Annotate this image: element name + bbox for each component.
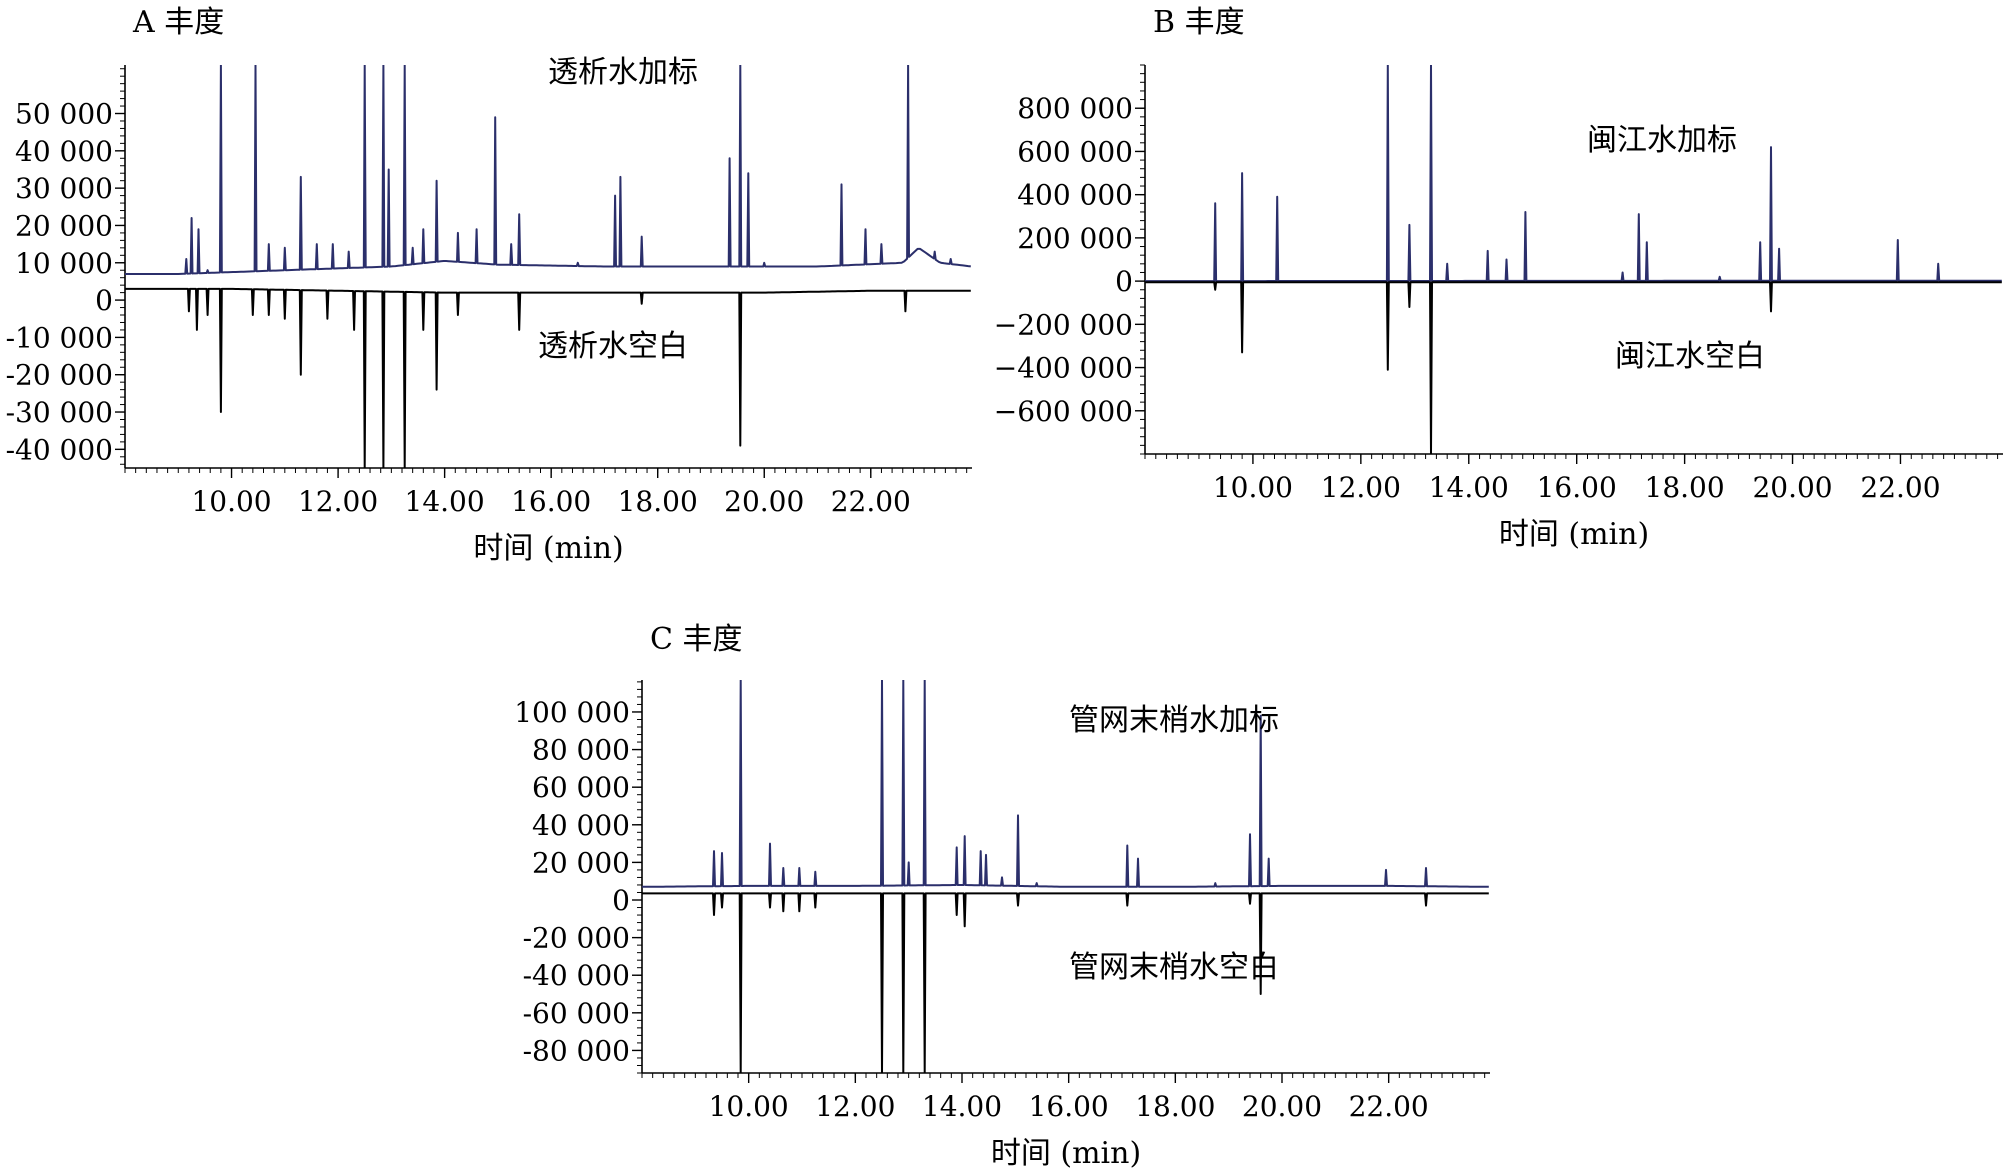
y-tick-label: −400 000 — [994, 352, 1133, 385]
series-line-blank — [642, 892, 1489, 1073]
x-tick-label: 22.00 — [831, 485, 911, 518]
y-tick-label: -20 000 — [6, 359, 113, 392]
panel-c: 10.00 12.00 14.00 16.00 18.00 20.00 22.00 100 0… — [514, 622, 1490, 1171]
x-tick-label: 22.00 — [1349, 1090, 1429, 1123]
series-line-spiked — [125, 65, 971, 275]
series-annotation: 闽江水空白 — [1615, 339, 1765, 374]
y-tick-label: 80 000 — [532, 734, 630, 767]
x-tick-label: 20.00 — [1242, 1090, 1322, 1123]
x-tick-label: 12.00 — [298, 485, 378, 518]
y-tick-label: −600 000 — [994, 395, 1133, 428]
x-tick-label: 16.00 — [1029, 1090, 1109, 1123]
series-line-blank — [125, 287, 971, 468]
y-tick-label: 20 000 — [532, 846, 630, 879]
panel-a: 10.00 12.00 14.00 16.00 18.00 20.00 22.00 50 00… — [6, 5, 972, 566]
x-tick-label: 18.00 — [1135, 1090, 1215, 1123]
series-annotation: 管网末梢水空白 — [1069, 950, 1279, 985]
x-axis-label: 时间 (min) — [991, 1136, 1141, 1171]
panel-b: 10.00 12.00 14.00 16.00 18.00 20.00 22.00 800 0… — [994, 5, 2003, 552]
y-tick-label: 50 000 — [15, 98, 113, 131]
y-tick-label: 10 000 — [15, 247, 113, 280]
panel-title: C 丰度 — [650, 622, 743, 657]
series-annotation: 透析水加标 — [548, 55, 698, 90]
x-tick-label: 12.00 — [815, 1090, 895, 1123]
y-tick-label: 800 000 — [1017, 92, 1133, 125]
y-tick-label: 60 000 — [532, 771, 630, 804]
x-axis-label: 时间 (min) — [473, 531, 623, 566]
panel-title: A 丰度 — [132, 5, 224, 40]
y-tick-label: 200 000 — [1017, 222, 1133, 255]
y-tick-label: 0 — [1115, 265, 1133, 298]
x-tick-label: 16.00 — [511, 485, 591, 518]
y-tick-label: 0 — [612, 884, 630, 917]
x-tick-label: 22.00 — [1860, 471, 1940, 504]
series-line-spiked — [1145, 65, 2002, 283]
series-line-spiked — [642, 680, 1489, 888]
x-axis-label: 时间 (min) — [1499, 517, 1649, 552]
x-tick-label: 18.00 — [1645, 471, 1725, 504]
x-tick-label: 10.00 — [709, 1090, 789, 1123]
y-tick-label: -10 000 — [6, 321, 113, 354]
y-tick-label: −200 000 — [994, 308, 1133, 341]
y-tick-label: -40 000 — [523, 959, 630, 992]
y-tick-label: 20 000 — [15, 209, 113, 242]
x-tick-label: 10.00 — [191, 485, 271, 518]
y-tick-label: -30 000 — [6, 396, 113, 429]
y-tick-label: 30 000 — [15, 172, 113, 205]
y-tick-label: 40 000 — [15, 135, 113, 168]
x-tick-label: 14.00 — [405, 485, 485, 518]
y-tick-label: -20 000 — [523, 922, 630, 955]
series-annotation: 透析水空白 — [538, 329, 688, 364]
y-tick-label: -60 000 — [523, 997, 630, 1030]
y-tick-label: 100 000 — [514, 696, 630, 729]
series-annotation: 管网末梢水加标 — [1069, 703, 1279, 738]
y-tick-label: 40 000 — [532, 809, 630, 842]
y-tick-label: -40 000 — [6, 433, 113, 466]
x-tick-label: 12.00 — [1321, 471, 1401, 504]
panel-title: B 丰度 — [1153, 5, 1245, 40]
series-annotation: 闽江水加标 — [1587, 123, 1737, 158]
y-tick-label: -80 000 — [523, 1034, 630, 1067]
y-tick-label: 600 000 — [1017, 135, 1133, 168]
x-tick-label: 14.00 — [922, 1090, 1002, 1123]
x-tick-label: 20.00 — [724, 485, 804, 518]
x-tick-label: 14.00 — [1429, 471, 1509, 504]
y-tick-label: 0 — [95, 284, 113, 317]
series-line-blank — [1145, 281, 2002, 454]
x-tick-label: 18.00 — [618, 485, 698, 518]
x-tick-label: 16.00 — [1537, 471, 1617, 504]
x-tick-label: 10.00 — [1213, 471, 1293, 504]
x-tick-label: 20.00 — [1752, 471, 1832, 504]
y-tick-label: 400 000 — [1017, 179, 1133, 212]
